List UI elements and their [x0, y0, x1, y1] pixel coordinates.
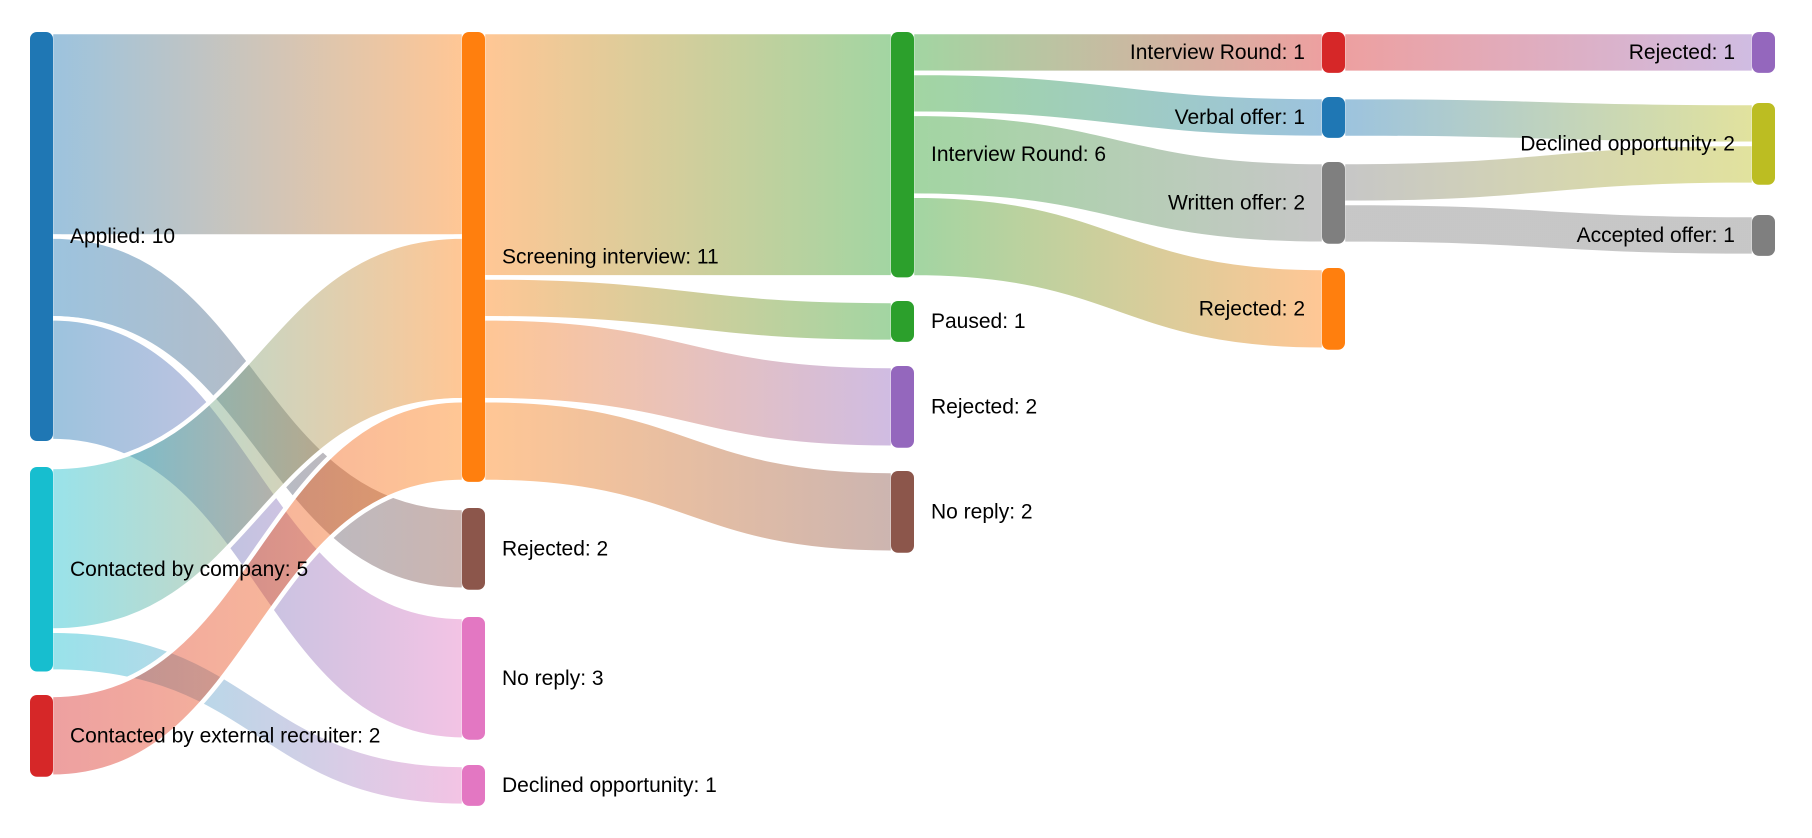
node-interview1[interactable] [1322, 32, 1345, 73]
link-screening-rejected3 [480, 316, 896, 451]
links-layer [48, 29, 1757, 809]
link-written2-declined2 [1340, 141, 1757, 206]
node-declined1[interactable] [462, 765, 485, 806]
link-interview6-written2 [909, 111, 1327, 247]
node-interview6[interactable] [891, 32, 914, 278]
node-label-rejected4: Rejected: 2 [1199, 297, 1305, 320]
nodes-layer [30, 32, 1775, 806]
node-declined2[interactable] [1752, 103, 1775, 185]
node-label-accepted1: Accepted offer: 1 [1577, 224, 1735, 247]
node-rejected3[interactable] [891, 366, 914, 448]
node-accepted1[interactable] [1752, 215, 1775, 256]
node-label-rejected2: Rejected: 2 [502, 537, 608, 560]
node-label-applied: Applied: 10 [70, 225, 175, 248]
link-recruiter-screening [48, 397, 467, 780]
node-label-recruiter: Contacted by external recruiter: 2 [70, 724, 381, 747]
node-label-interview6: Interview Round: 6 [931, 143, 1106, 166]
node-label-noreply2: No reply: 2 [931, 500, 1033, 523]
node-written2[interactable] [1322, 162, 1345, 244]
node-paused1[interactable] [891, 301, 914, 342]
link-screening-interview6 [480, 29, 896, 280]
link-interview6-rejected4 [909, 193, 1327, 353]
node-rejected2[interactable] [462, 508, 485, 590]
node-label-rejected5: Rejected: 1 [1629, 41, 1735, 64]
node-rejected5[interactable] [1752, 32, 1775, 73]
node-label-paused1: Paused: 1 [931, 310, 1026, 333]
node-label-rejected3: Rejected: 2 [931, 395, 1037, 418]
link-applied-screening [48, 29, 467, 239]
node-company[interactable] [30, 467, 53, 672]
node-label-company: Contacted by company: 5 [70, 558, 308, 581]
labels-layer: Applied: 10 Contacted by company: 5 Contac… [70, 41, 1735, 797]
node-label-verbal1: Verbal offer: 1 [1175, 106, 1305, 129]
node-noreply2[interactable] [891, 471, 914, 553]
link-interview6-interview1 [909, 29, 1327, 76]
node-recruiter[interactable] [30, 695, 53, 777]
node-label-written2: Written offer: 2 [1168, 191, 1305, 214]
node-verbal1[interactable] [1322, 97, 1345, 138]
link-interview6-verbal1 [909, 70, 1327, 141]
node-rejected4[interactable] [1322, 268, 1345, 350]
node-label-interview1: Interview Round: 1 [1130, 41, 1305, 64]
node-label-declined1: Declined opportunity: 1 [502, 774, 717, 797]
node-applied[interactable] [30, 32, 53, 441]
node-label-declined2: Declined opportunity: 2 [1520, 132, 1735, 155]
link-screening-paused1 [480, 275, 896, 345]
node-noreply3[interactable] [462, 617, 485, 740]
node-screening[interactable] [462, 32, 485, 482]
link-screening-noreply2 [480, 397, 896, 556]
node-label-noreply3: No reply: 3 [502, 667, 604, 690]
node-label-screening: Screening interview: 11 [502, 245, 719, 268]
link-interview1-rejected5 [1340, 29, 1757, 76]
link-written2-accepted1 [1340, 200, 1757, 259]
